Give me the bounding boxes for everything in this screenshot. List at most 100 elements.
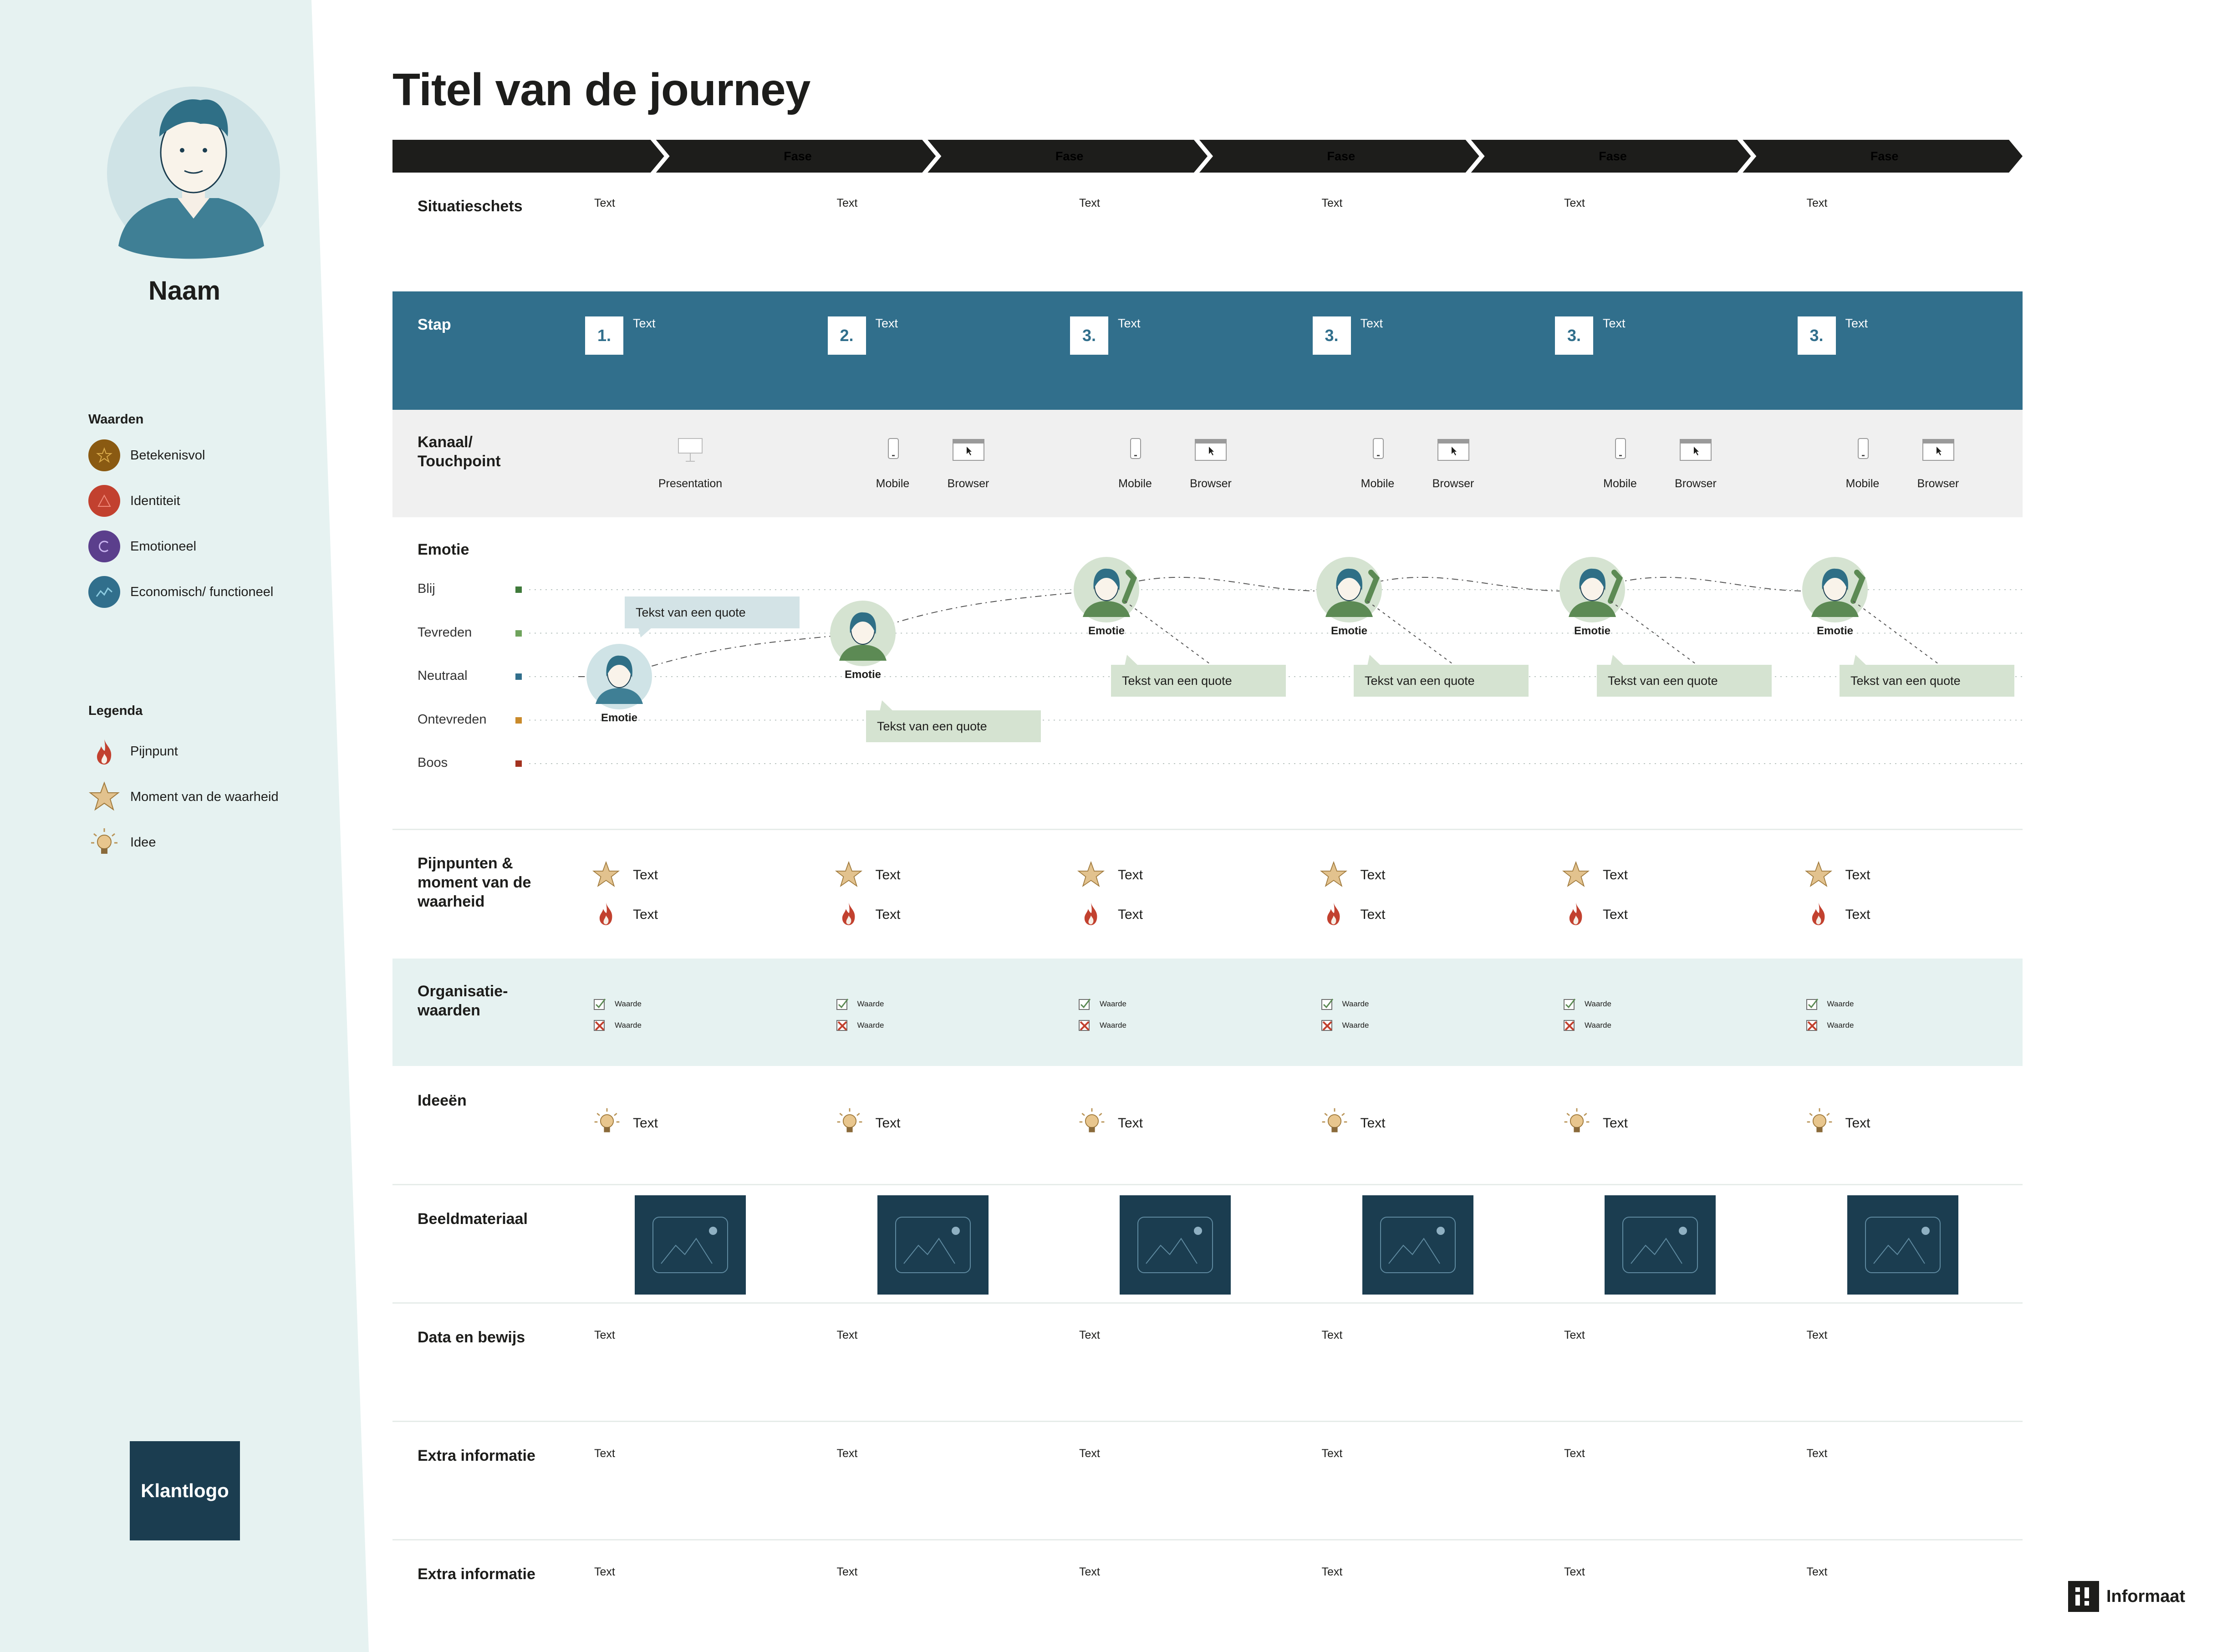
- brand-name: Informaat: [2106, 1586, 2186, 1606]
- quote-pointer: [1610, 655, 1624, 666]
- extra1-cell-text: Text: [594, 1447, 615, 1460]
- browser-icon: [950, 435, 987, 467]
- quote-text: Tekst van een quote: [1608, 673, 1718, 688]
- emotion-level-label: Tevreden: [418, 625, 472, 640]
- phase-arrow[interactable]: [1743, 140, 2023, 173]
- emotion-quote-bubble: Tekst van een quote: [1354, 665, 1529, 697]
- phase-arrow[interactable]: [392, 140, 664, 173]
- lightbulb-icon: [1562, 1106, 1592, 1137]
- quote-pointer: [1367, 655, 1381, 666]
- emotion-level-label: Ontevreden: [418, 712, 487, 727]
- step-text: Text: [1360, 316, 1383, 330]
- phase-arrow[interactable]: [928, 140, 1208, 173]
- emotion-level-marker: [515, 586, 522, 593]
- emotion-avatar: [1556, 553, 1629, 626]
- quote-connector: [1592, 590, 1729, 667]
- data-cell-text: Text: [836, 1329, 858, 1341]
- flame-icon: [1320, 899, 1348, 928]
- legenda-heading: Legenda: [88, 704, 143, 718]
- lightbulb-icon: [91, 828, 117, 854]
- emotion-level-marker: [515, 630, 522, 637]
- channel-label: Mobile: [1603, 477, 1637, 490]
- legenda-item-idee: Idee: [88, 826, 156, 858]
- image-placeholder[interactable]: [1847, 1195, 1958, 1295]
- divider: [392, 1302, 2023, 1304]
- checkbox-checked-icon: [836, 997, 849, 1011]
- waarde-positive: Waarde: [1585, 999, 1611, 1008]
- emotion-label: Emotie: [1816, 625, 1853, 637]
- phase-label: Fase: [784, 149, 812, 163]
- image-placeholder[interactable]: [1605, 1195, 1716, 1295]
- row-label-kanaal: Kanaal/ Touchpoint: [418, 433, 501, 470]
- phase-arrow[interactable]: [1471, 140, 1751, 173]
- informaat-mark: [2068, 1581, 2099, 1612]
- image-placeholder[interactable]: [1120, 1195, 1231, 1295]
- phase-label: Fase: [1055, 149, 1084, 163]
- emotion-avatar: [1070, 553, 1143, 626]
- flame-icon: [592, 899, 620, 928]
- phase-arrow[interactable]: [656, 140, 936, 173]
- journey-title: Titel van de journey: [392, 64, 810, 115]
- idee-text: Text: [1603, 1116, 1628, 1131]
- emotion-label: Emotie: [601, 712, 637, 724]
- stap-band: [392, 291, 2023, 410]
- moment-text: Text: [875, 867, 901, 882]
- emotion-quote-bubble: Tekst van een quote: [1597, 665, 1772, 697]
- waarde-negative: Waarde: [1342, 1021, 1369, 1030]
- waarde-negative: Waarde: [857, 1021, 884, 1030]
- checkbox-checked-icon: [1805, 997, 1819, 1011]
- emotion-avatar: [1799, 553, 1871, 626]
- row-label-extra-2: Extra informatie: [418, 1565, 535, 1583]
- waarde-item-identiteit: Identiteit: [88, 485, 180, 517]
- step-number-badge: 3.: [1555, 316, 1593, 355]
- phase-label: Fase: [1599, 149, 1627, 163]
- phase-arrow[interactable]: [1199, 140, 1479, 173]
- moment-text: Text: [1845, 867, 1870, 882]
- step-number-badge: 2.: [827, 316, 866, 355]
- star-icon: [1320, 861, 1348, 889]
- extra2-cell-text: Text: [1321, 1565, 1343, 1578]
- lightbulb-icon: [1804, 1106, 1835, 1137]
- flame-icon: [97, 739, 112, 765]
- channel-label: Browser: [1432, 477, 1474, 490]
- situatieschets-cell-text: Text: [1079, 197, 1100, 209]
- waarde-positive: Waarde: [857, 999, 884, 1008]
- step-number-badge: 3.: [1070, 316, 1108, 355]
- channel-label: Browser: [1917, 477, 1959, 490]
- extra2-cell-text: Text: [1564, 1565, 1585, 1578]
- waarde-negative: Waarde: [1585, 1021, 1611, 1030]
- client-logo-text: Klantlogo: [141, 1480, 229, 1501]
- quote-text: Tekst van een quote: [636, 605, 746, 619]
- emotion-curve-chart: [529, 576, 2023, 764]
- emotion-quote-bubble: Tekst van een quote: [866, 710, 1041, 742]
- step-text: Text: [633, 316, 656, 330]
- emotion-label: Emotie: [1330, 625, 1367, 637]
- situatieschets-cell-text: Text: [1806, 197, 1828, 209]
- data-cell-text: Text: [1806, 1329, 1828, 1341]
- star-icon: [835, 861, 863, 889]
- idee-text: Text: [1845, 1116, 1870, 1131]
- checkbox-crossed-icon: [836, 1018, 849, 1032]
- sidebar-background: [0, 0, 369, 1652]
- image-placeholder[interactable]: [635, 1195, 746, 1295]
- image-placeholder[interactable]: [877, 1195, 989, 1295]
- quote-connector: [1106, 590, 1243, 667]
- emotion-avatar: [583, 640, 656, 713]
- emotion-label: Emotie: [1574, 625, 1610, 637]
- extra2-cell-text: Text: [594, 1565, 615, 1578]
- channel-label: Mobile: [1845, 477, 1880, 490]
- image-placeholder[interactable]: [1362, 1195, 1473, 1295]
- quote-connector: [1835, 590, 1972, 667]
- lightbulb-icon: [592, 1106, 622, 1137]
- checkbox-crossed-icon: [1078, 1018, 1091, 1032]
- checkbox-crossed-icon: [593, 1018, 606, 1032]
- emotion-quote-bubble: Tekst van een quote: [625, 597, 800, 628]
- star-icon: [1804, 861, 1833, 889]
- browser-icon: [1435, 435, 1472, 467]
- quote-pointer: [638, 627, 652, 638]
- browser-icon: [1920, 435, 1957, 467]
- row-label-emotie: Emotie: [418, 541, 469, 558]
- extra2-cell-text: Text: [1079, 1565, 1100, 1578]
- legenda-item-moment: Moment van de waarheid: [88, 781, 279, 813]
- data-cell-text: Text: [1079, 1329, 1100, 1341]
